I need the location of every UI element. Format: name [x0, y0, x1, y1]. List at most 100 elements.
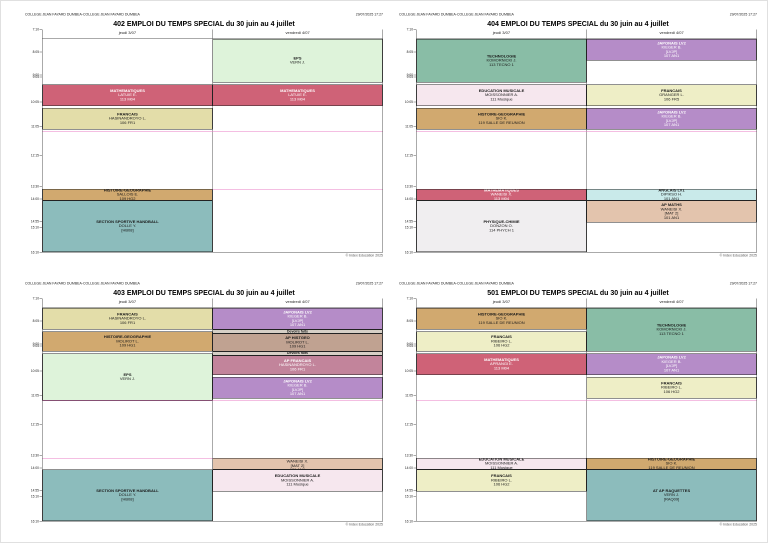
tick-mark: [413, 395, 416, 396]
event-mathematiques: MATHEMATIQUES APRANGI E. 113 M04: [416, 353, 587, 376]
tick-mark: [413, 76, 416, 78]
tick-mark: [413, 298, 416, 299]
event-line: 106 HG2: [493, 482, 510, 487]
time-tick-label: 8:05: [32, 319, 39, 323]
time-tick-label: 9:00: [406, 342, 413, 346]
tick-mark: [39, 252, 42, 253]
time-tick-label: 15:10: [404, 225, 413, 230]
timetable-body: 7:10 8:05 9:00 9:05 10:05 11:05 12:15 13:30 14:0…: [25, 297, 383, 523]
event-devoirs-faits: Devoirs faits: [212, 351, 383, 356]
event-line: MOLIROT L.: [116, 338, 139, 344]
event-line: [HB08]: [121, 227, 134, 233]
event-line: JAPONAIS LV2: [283, 378, 312, 384]
event-line: MOLIROT L.: [286, 339, 309, 345]
break-line: [416, 400, 757, 402]
event-line: KIEGER B.: [661, 359, 682, 364]
event-mathematiques: MATHEMATIQUES WANEISI X. 113 M04: [416, 188, 587, 201]
event-line: EDUCATION MUSICALE: [478, 457, 525, 462]
event-line: KIEGER B.: [287, 383, 308, 388]
event-mathematiques: MATHEMATIQUES LATUIE E. 113 M04: [42, 84, 213, 107]
tick-mark: [413, 29, 416, 30]
timetable-403: COLLEGE JEAN FAYARD DUMBEA-COLLEGE JEAN …: [25, 282, 383, 528]
event-line: LATUIE E.: [118, 92, 137, 98]
event-line: APRANGI E.: [490, 361, 513, 367]
grid: jeudi 3/07 vendredi 4/07 TECHNOLOGIE KOMO…: [416, 29, 757, 253]
event-eps: EPS VERN J.: [212, 39, 383, 83]
time-tick-label: 14:00: [404, 197, 413, 201]
timetable-title: 404 EMPLOI DU TEMPS SPECIAL du 30 juin a…: [487, 19, 669, 28]
event-line: RIBEIRO L.: [491, 338, 512, 344]
event-francais: FRANCAIS HASINANDROYO L. 106 FR1: [42, 308, 213, 330]
event-line: DOLLE Y.: [118, 223, 137, 229]
schedule-grid: HISTOIRE-GEOGRAPHIE SIO K. 119 SALLE DE RE…: [416, 307, 757, 522]
column-header-jeudi: jeudi 3/07: [416, 298, 586, 308]
time-axis: 7:10 8:05 9:00 9:05 10:05 11:05 12:15 13:30 14:0…: [399, 27, 416, 254]
event-line: AP MATHS: [287, 458, 308, 459]
time-tick-label: 12:15: [30, 153, 39, 158]
event-section-sportive-handball: SECTION SPORTIVE HANDBALL DOLLE Y. [HB08]: [42, 200, 213, 252]
event-line: [LVJP]: [665, 363, 678, 369]
break-line: [42, 131, 383, 133]
event-line: KOMORNICKI J.: [656, 327, 687, 332]
tick-mark: [39, 298, 42, 299]
schedule-grid: FRANCAIS HASINANDROYO L. 106 FR1 HISTOIRE-G…: [42, 307, 383, 522]
time-tick-label: 11:05: [405, 124, 413, 129]
tick-mark: [39, 101, 42, 103]
break-line: [42, 400, 383, 402]
column-headers: jeudi 3/07 vendredi 4/07: [416, 29, 757, 39]
event-line: KIEGER B.: [661, 114, 682, 119]
event-line: EPS: [123, 372, 132, 377]
event-line: VERN J.: [663, 492, 680, 498]
time-tick-label: 10:05: [404, 369, 413, 373]
event-line: MATHEMATIQUES: [484, 357, 519, 362]
time-tick-label: 9:00: [406, 73, 413, 77]
time-tick-label: 13:30: [30, 453, 39, 458]
time-tick-label: 10:05: [404, 100, 413, 104]
event-francais: FRANCAIS RIBEIRO L. 106 HG2: [586, 377, 757, 399]
event-japonais-lv2: JAPONAIS LV2 KIEGER B. [LVJP] 107 AN1: [212, 377, 383, 399]
tick-mark: [413, 455, 416, 456]
event-line: HISTOIRE-GEOGRAPHIE: [103, 188, 152, 193]
tick-mark: [413, 198, 416, 200]
tick-mark: [413, 155, 416, 156]
event-line: 119 SALLE DE REUNION: [478, 120, 525, 125]
time-tick-label: 14:00: [30, 466, 39, 470]
time-axis: 7:10 8:05 9:00 9:05 10:05 11:05 12:15 13:30 14:0…: [25, 297, 42, 523]
event-line: HISTOIRE-GEOGRAPHIE: [103, 334, 152, 340]
time-tick-label: 7:10: [406, 27, 413, 32]
event-line: DONZON O.: [490, 223, 513, 229]
tick-mark: [39, 424, 42, 425]
grid: jeudi 3/07 vendredi 4/07 HISTOIRE-GEOGRA…: [416, 298, 757, 522]
event-technologie: TECHNOLOGIE KOMORNICKI J. 113 TECNO 1: [586, 308, 757, 352]
event-line: WANEISI X.: [660, 206, 683, 212]
schedule-grid: TECHNOLOGIE KOMORNICKI J. 113 TECNO 1 EDUCA…: [416, 38, 757, 253]
event-francais: FRANCAIS HASINANDROYO L. 106 FR1: [42, 108, 213, 130]
event-line: [HB08]: [121, 496, 134, 502]
event-line: 107 AN1: [289, 391, 306, 397]
grid: jeudi 3/07 vendredi 4/07 MATHEMATIQUES LA…: [42, 29, 383, 253]
tick-mark: [39, 320, 42, 322]
column-divider: [586, 39, 587, 252]
column-header-jeudi: jeudi 3/07: [416, 29, 586, 39]
time-tick-label: 9:00: [32, 73, 39, 77]
event-line: [LVJP]: [665, 49, 678, 54]
tick-mark: [413, 221, 416, 222]
tick-mark: [39, 490, 42, 491]
event-line: AP HISTGEO: [285, 335, 310, 341]
college-name: COLLEGE JEAN FAYARD DUMBEA-COLLEGE JEAN …: [399, 13, 514, 17]
event-line: SECTION SPORTIVE HANDBALL: [96, 488, 159, 493]
event-japonais-lv2: JAPONAIS LV2 KIEGER B. [LVJP] 107 AN1: [586, 39, 757, 61]
column-header-vendredi: vendredi 4/07: [586, 29, 757, 39]
event-line: 101 AN1: [663, 215, 680, 220]
tick-mark: [413, 496, 416, 497]
print-timestamp: 29/07/2025 17:27: [729, 282, 757, 286]
event-line: 106 FR1: [119, 320, 136, 325]
event-eps: EPS VERN J.: [42, 353, 213, 401]
tick-mark: [413, 51, 416, 53]
timetable-501: COLLEGE JEAN FAYARD DUMBEA-COLLEGE JEAN …: [399, 282, 757, 528]
event-line: FRANCAIS: [491, 473, 512, 479]
event-line: 113 M04: [493, 365, 510, 371]
event-line: KIEGER B.: [287, 314, 308, 319]
